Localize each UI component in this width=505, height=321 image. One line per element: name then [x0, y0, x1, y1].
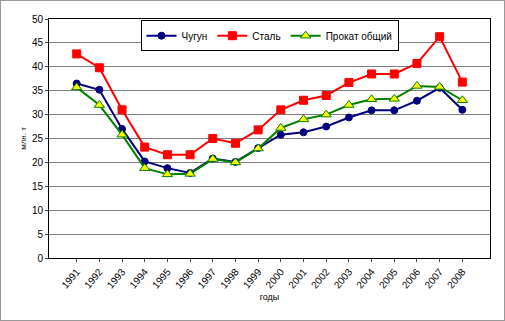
svg-text:Прокат общий: Прокат общий	[326, 31, 392, 42]
svg-text:40: 40	[32, 61, 44, 72]
svg-text:2006: 2006	[400, 266, 423, 290]
svg-text:2008: 2008	[445, 266, 468, 290]
svg-text:25: 25	[32, 133, 44, 144]
svg-text:Чугун: Чугун	[182, 31, 208, 42]
svg-text:1999: 1999	[241, 266, 264, 290]
svg-text:15: 15	[32, 181, 44, 192]
svg-text:млн. т: млн. т	[19, 127, 28, 150]
svg-text:2001: 2001	[286, 266, 309, 290]
svg-text:20: 20	[32, 157, 44, 168]
svg-text:2002: 2002	[309, 266, 332, 290]
svg-text:1996: 1996	[173, 266, 196, 290]
svg-text:2004: 2004	[354, 266, 377, 290]
svg-text:5: 5	[37, 229, 43, 240]
svg-text:годы: годы	[260, 292, 280, 302]
svg-text:2003: 2003	[332, 266, 355, 290]
svg-text:1991: 1991	[59, 266, 82, 290]
svg-text:2000: 2000	[263, 266, 286, 290]
svg-text:30: 30	[32, 109, 44, 120]
svg-text:1995: 1995	[150, 266, 173, 290]
svg-text:1994: 1994	[127, 266, 150, 290]
svg-text:2007: 2007	[422, 266, 445, 290]
svg-text:1993: 1993	[105, 266, 128, 290]
svg-text:10: 10	[32, 205, 44, 216]
svg-text:0: 0	[37, 253, 43, 264]
svg-text:1998: 1998	[218, 266, 241, 290]
svg-text:2005: 2005	[377, 266, 400, 290]
svg-text:1997: 1997	[195, 266, 218, 290]
svg-text:Сталь: Сталь	[252, 31, 280, 42]
svg-text:45: 45	[32, 37, 44, 48]
svg-text:1992: 1992	[82, 266, 105, 290]
svg-text:35: 35	[32, 85, 44, 96]
svg-text:50: 50	[32, 14, 44, 25]
